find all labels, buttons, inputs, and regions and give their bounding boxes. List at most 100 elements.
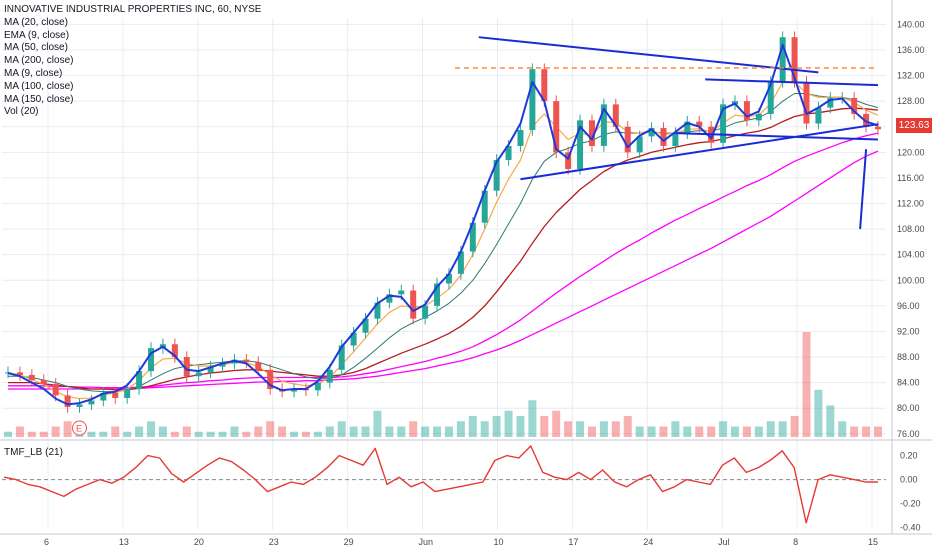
volume-bar <box>313 431 322 437</box>
measured-move-line <box>859 149 868 230</box>
candle-body <box>600 104 607 146</box>
candle-body <box>434 283 441 306</box>
volume-bar <box>206 431 215 437</box>
candle-body <box>696 121 703 127</box>
y-tick-label: 108.00 <box>897 224 925 234</box>
volume-bar <box>337 421 346 437</box>
y-tick-label: 140.00 <box>897 19 925 29</box>
volume-bar <box>361 426 370 437</box>
y-tick-label: 76.00 <box>897 429 920 439</box>
candle-body <box>255 362 262 370</box>
y-tick-label: 84.00 <box>897 378 920 388</box>
volume-bar <box>576 421 585 437</box>
candle-body <box>398 290 405 295</box>
candle-body <box>314 382 321 391</box>
candle-body <box>743 101 750 121</box>
candle-body <box>219 363 226 367</box>
support-line <box>675 132 879 141</box>
legend-ma100[interactable]: MA (100, close) <box>4 80 74 92</box>
x-tick-label: 10 <box>493 537 503 547</box>
legend-ma9[interactable]: MA (9, close) <box>4 67 63 79</box>
volume-bar <box>194 431 203 437</box>
x-tick-label: 15 <box>868 537 878 547</box>
volume-bar <box>349 426 358 437</box>
volume-bar <box>290 431 299 437</box>
volume-bar <box>492 416 501 437</box>
candle-body <box>517 129 524 146</box>
chart-title[interactable]: INNOVATIVE INDUSTRIAL PROPERTIES INC, 60… <box>4 4 262 15</box>
volume-bar <box>802 332 811 437</box>
volume-bar <box>766 421 775 437</box>
candle-body <box>267 369 274 390</box>
legend-ema9[interactable]: EMA (9, close) <box>4 29 70 41</box>
resistance-line <box>705 78 879 87</box>
volume-bar <box>170 431 179 437</box>
candle-body <box>136 371 143 390</box>
candle-body <box>493 160 500 191</box>
volume-bar <box>611 421 620 437</box>
candle-body <box>648 128 655 137</box>
candle-body <box>445 273 452 284</box>
volume-bar <box>266 421 275 437</box>
x-tick-label: 8 <box>793 537 798 547</box>
ma-slowest-line <box>8 150 879 390</box>
volume-bar <box>587 426 596 437</box>
legend-ma150[interactable]: MA (150, close) <box>4 93 74 105</box>
volume-bar <box>182 426 191 437</box>
volume-bar <box>409 421 418 437</box>
legend-ma200[interactable]: MA (200, close) <box>4 55 74 67</box>
volume-bar <box>623 416 632 437</box>
candle-body <box>76 404 83 407</box>
volume-bar <box>135 426 144 437</box>
volume-bar <box>528 400 537 437</box>
candle-body <box>148 348 155 372</box>
volume-bar <box>742 426 751 437</box>
candle-body <box>791 37 798 82</box>
oscillator-title[interactable]: TMF_LB (21) <box>4 447 63 458</box>
candle-body <box>636 136 643 153</box>
candle-body <box>779 37 786 82</box>
candle-body <box>827 97 834 108</box>
candle-body <box>350 332 357 346</box>
volume-bar <box>4 431 12 437</box>
osc-y-tick-label: 0.00 <box>900 475 918 485</box>
candle-body <box>541 69 548 102</box>
volume-bar <box>433 426 442 437</box>
candle-body <box>755 113 762 121</box>
candle-body <box>875 126 881 130</box>
ma-20-line <box>7 43 879 406</box>
volume-bar <box>647 426 656 437</box>
candle-body <box>28 374 35 381</box>
candle-body <box>374 302 381 319</box>
volume-bar <box>850 426 859 437</box>
candle-body <box>457 251 464 274</box>
candle-body <box>529 69 536 130</box>
legend-ma20[interactable]: MA (20, close) <box>4 16 68 28</box>
volume-bar <box>218 431 227 437</box>
volume-bar <box>15 426 24 437</box>
volume-bar <box>111 426 120 437</box>
osc-y-tick-label: -0.40 <box>900 523 921 533</box>
volume-bar <box>635 426 644 437</box>
candle-body <box>672 133 679 146</box>
earnings-marker-label: E <box>76 424 82 434</box>
legend: INNOVATIVE INDUSTRIAL PROPERTIES INC, 60… <box>4 4 261 119</box>
y-tick-label: 132.00 <box>897 71 925 81</box>
volume-bar <box>838 421 847 437</box>
volume-bar <box>552 410 561 437</box>
candle-body <box>124 389 131 398</box>
x-tick-label: Jun <box>419 537 434 547</box>
candle-body <box>183 357 190 377</box>
legend-vol[interactable]: Vol (20) <box>4 106 39 118</box>
volume-bar <box>158 426 167 437</box>
volume-bar <box>242 431 251 437</box>
candle-body <box>660 128 667 146</box>
ma-200-line <box>8 107 879 391</box>
legend-ma50[interactable]: MA (50, close) <box>4 42 68 54</box>
volume-bar <box>599 421 608 437</box>
volume-bar <box>456 421 465 437</box>
candle-body <box>5 372 11 374</box>
candle-body <box>565 152 572 169</box>
